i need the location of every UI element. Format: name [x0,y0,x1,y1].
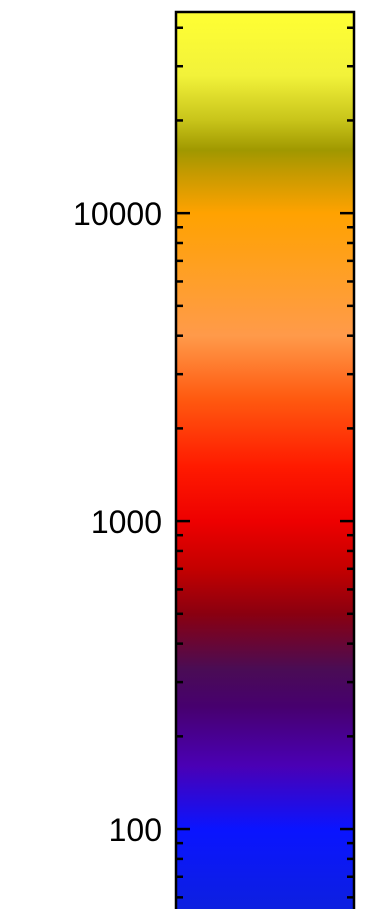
tick-label-1000: 1000 [91,504,162,540]
colorbar-fill [176,12,354,909]
tick-label-10000: 10000 [73,196,162,232]
tick-label-group: 100 1000 10000 [73,196,162,848]
tick-label-100: 100 [109,812,162,848]
colorbar-frame [174,10,356,909]
